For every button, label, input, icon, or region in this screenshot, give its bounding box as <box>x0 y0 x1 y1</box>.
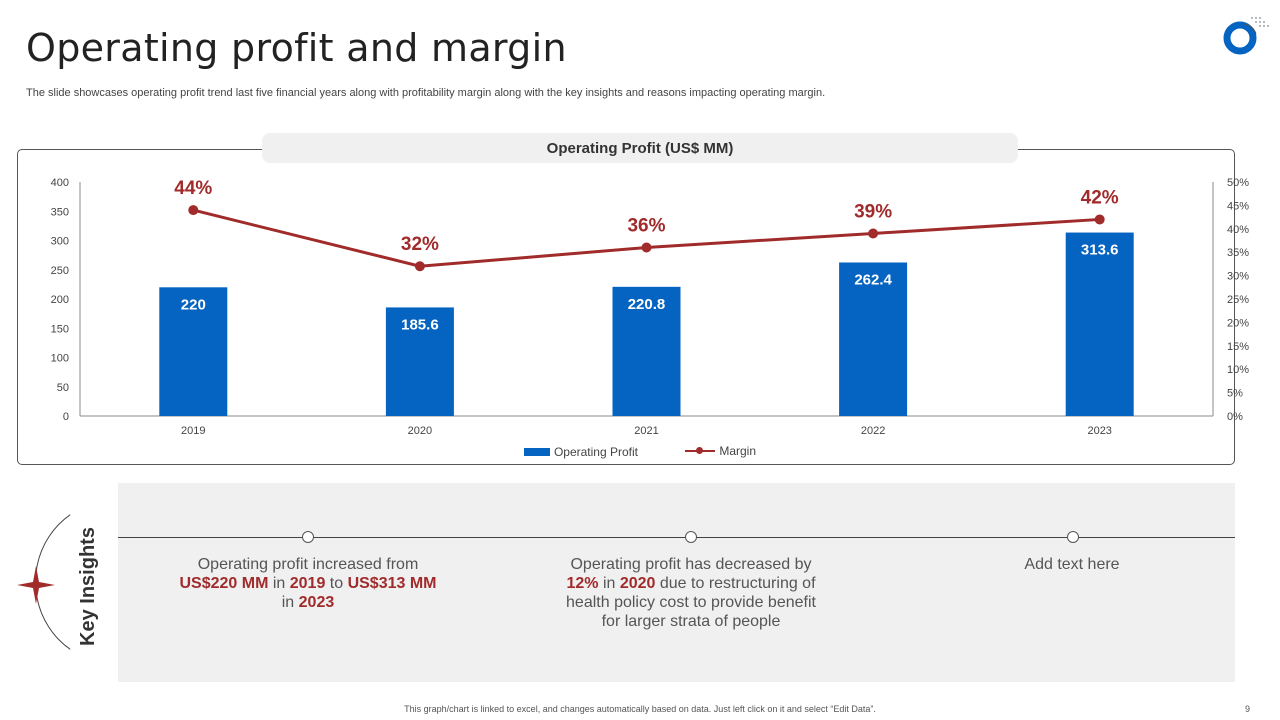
bar-data-label: 313.6 <box>1081 242 1119 259</box>
bar-data-label: 262.4 <box>854 271 892 288</box>
timeline-node-3 <box>1067 531 1079 543</box>
margin-point <box>868 228 879 239</box>
timeline-node-2 <box>685 531 697 543</box>
bar-data-label: 220 <box>181 296 206 313</box>
y-left-tick-label: 50 <box>57 382 69 394</box>
legend-item-operating-profit: Operating Profit <box>523 445 638 459</box>
four-point-star-icon <box>17 566 55 604</box>
y-right-tick-label: 35% <box>1227 247 1249 259</box>
margin-data-label: 32% <box>401 234 439 255</box>
margin-point <box>188 205 199 216</box>
y-right-tick-label: 30% <box>1227 271 1249 283</box>
x-tick-label: 2019 <box>181 425 205 437</box>
bar-operating-profit <box>1065 232 1134 416</box>
legend-label-operating-profit: Operating Profit <box>553 445 638 459</box>
y-left-tick-label: 300 <box>51 236 69 248</box>
margin-point <box>641 242 652 253</box>
insight-text-1: Operating profit increased from US$220 M… <box>178 555 438 612</box>
x-tick-label: 2021 <box>634 425 658 437</box>
insight-highlight: US$313 MM <box>347 575 437 592</box>
insight-text-part: in <box>598 575 620 592</box>
y-right-tick-label: 0% <box>1227 411 1243 423</box>
legend-item-margin: Margin <box>685 444 756 458</box>
chart-legend: Operating Profit Margin <box>0 444 1280 459</box>
legend-bar-swatch-icon <box>523 448 550 456</box>
margin-point <box>414 261 425 272</box>
insight-text-part: due to restructuring of health policy co… <box>566 575 816 630</box>
insight-text-part: Operating profit increased from <box>197 556 419 573</box>
legend-label-margin: Margin <box>719 444 757 458</box>
bar-data-label: 220.8 <box>628 296 666 313</box>
timeline-line <box>118 537 1235 538</box>
y-right-tick-label: 15% <box>1227 341 1249 353</box>
legend-line-swatch-icon <box>685 446 716 456</box>
footer-note: This graph/chart is linked to excel, and… <box>404 704 876 714</box>
y-right-tick-label: 25% <box>1227 294 1249 306</box>
bar-operating-profit <box>159 287 228 416</box>
bar-data-label: 185.6 <box>401 316 439 333</box>
bar-operating-profit <box>385 307 454 416</box>
y-right-tick-label: 5% <box>1227 388 1243 400</box>
x-tick-label: 2023 <box>1087 425 1111 437</box>
y-left-tick-label: 250 <box>51 265 69 277</box>
insight-highlight: 2019 <box>289 575 326 592</box>
margin-data-label: 39% <box>854 201 892 222</box>
y-left-tick-label: 350 <box>51 206 69 218</box>
insight-highlight: 12% <box>566 575 599 592</box>
insights-panel <box>118 483 1235 682</box>
insight-text-3: Add text here <box>942 555 1202 574</box>
margin-data-label: 36% <box>627 216 665 237</box>
insight-highlight: 2020 <box>619 575 656 592</box>
insight-text-2: Operating profit has decreased by 12% in… <box>561 555 821 631</box>
x-tick-label: 2022 <box>861 425 885 437</box>
ring-logo-icon <box>1223 17 1269 55</box>
key-insights-heading: Key Insights <box>44 527 132 646</box>
bar-operating-profit <box>612 286 681 416</box>
chart-title: Operating Profit (US$ MM) <box>262 133 1018 163</box>
y-left-tick-label: 400 <box>51 177 69 189</box>
insight-text-part: in <box>281 594 299 611</box>
insight-text-part: in <box>268 575 290 592</box>
page-subtitle: The slide showcases operating profit tre… <box>26 87 826 99</box>
y-left-tick-label: 150 <box>51 323 69 335</box>
margin-data-label: 42% <box>1081 187 1119 208</box>
insight-highlight: 2023 <box>298 594 335 611</box>
margin-data-label: 44% <box>174 178 212 199</box>
margin-point <box>1094 214 1105 225</box>
insight-text-part: to <box>325 575 348 592</box>
y-left-tick-label: 100 <box>51 353 69 365</box>
y-left-tick-label: 200 <box>51 294 69 306</box>
y-left-tick-label: 0 <box>63 411 69 423</box>
y-right-tick-label: 20% <box>1227 317 1249 329</box>
y-right-tick-label: 50% <box>1227 177 1249 189</box>
y-right-tick-label: 40% <box>1227 224 1249 236</box>
y-right-tick-label: 10% <box>1227 364 1249 376</box>
insight-highlight: US$220 MM <box>179 575 269 592</box>
y-right-tick-label: 45% <box>1227 200 1249 212</box>
page-title: Operating profit and margin <box>26 26 567 70</box>
key-insights-label: Key Insights <box>76 526 99 646</box>
insight-text-part: Add text here <box>1024 556 1120 573</box>
page-number: 9 <box>1245 704 1251 714</box>
timeline-node-1 <box>302 531 314 543</box>
x-tick-label: 2020 <box>408 425 432 437</box>
insight-text-part: Operating profit has decreased by <box>570 556 812 573</box>
bar-operating-profit <box>839 262 908 416</box>
